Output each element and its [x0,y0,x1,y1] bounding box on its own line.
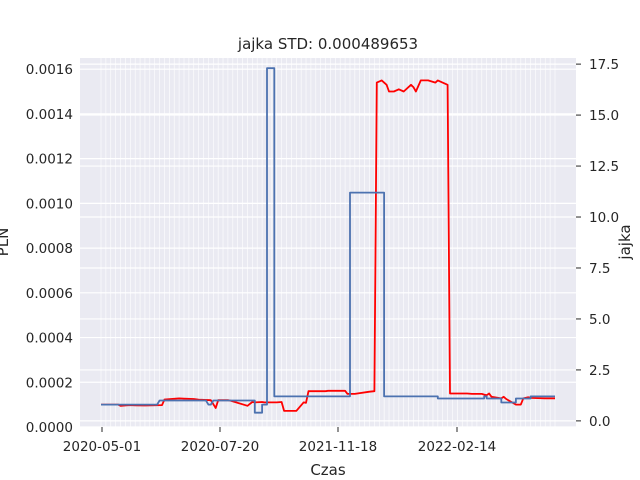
x-axis-label: Czas [310,461,346,479]
y-right-tick-label: 0.0 [589,414,610,430]
series-line-left [101,79,555,412]
y-right-tick-label: 17.5 [589,57,619,73]
y-axis-label-right: jajka [616,224,634,260]
plot-background [80,58,576,427]
series-layer [101,67,555,414]
y-left-tick-label: 0.0012 [26,152,73,168]
series-line-right [101,67,555,414]
x-tick-label: 2022-02-14 [418,439,496,455]
y-right-tick-label: 7.5 [589,261,610,277]
y-left-tick-label: 0.0010 [26,196,73,212]
y-right-tick-label: 15.0 [589,108,619,124]
chart-title: jajka STD: 0.000489653 [237,35,418,53]
y-right-tick-label: 2.5 [589,363,610,379]
y-right-tick-label: 5.0 [589,312,610,328]
x-tick-label: 2021-11-18 [299,439,377,455]
y-right-tick-label: 12.5 [589,159,619,175]
y-left-tick-label: 0.0004 [26,331,73,347]
y-left-tick-label: 0.0000 [26,420,73,436]
y-left-tick-label: 0.0016 [26,62,73,78]
y-left-tick-label: 0.0014 [26,107,73,123]
y-right-tick-label: 10.0 [589,210,619,226]
y-left-tick-label: 0.0006 [26,286,73,302]
y-axis-label-left: PLN [0,228,12,257]
y-left-tick-label: 0.0008 [26,241,73,257]
y-left-tick-label: 0.0002 [26,375,73,391]
x-tick-label: 2020-07-20 [181,439,259,455]
x-tick-label: 2020-05-01 [63,439,141,455]
ticks-layer: 0.00000.00020.00040.00060.00080.00100.00… [26,57,619,455]
